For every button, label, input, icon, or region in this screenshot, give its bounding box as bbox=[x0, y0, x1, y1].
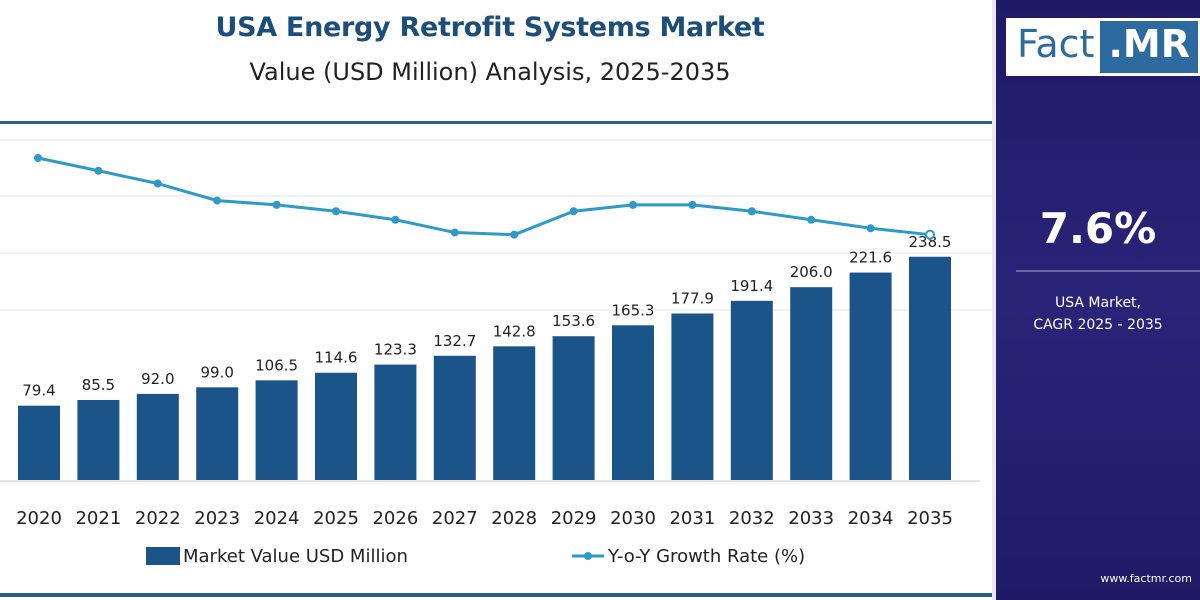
legend-line-label: Y-o-Y Growth Rate (%) bbox=[607, 546, 805, 567]
growth-rate-point bbox=[213, 196, 222, 205]
bar-value-label: 206.0 bbox=[790, 263, 833, 281]
bottom-border bbox=[0, 593, 992, 597]
legend-bar-swatch bbox=[146, 547, 180, 565]
x-tick-label: 2020 bbox=[16, 508, 62, 529]
x-tick-label: 2030 bbox=[610, 508, 656, 529]
x-tick-label: 2033 bbox=[788, 508, 834, 529]
x-tick-label: 2029 bbox=[551, 508, 597, 529]
x-tick-label: 2031 bbox=[669, 508, 715, 529]
x-tick-label: 2032 bbox=[729, 508, 775, 529]
cagr-label-line1: USA Market, bbox=[1055, 295, 1141, 311]
bar bbox=[790, 287, 833, 480]
website-url: www.factmr.com bbox=[1100, 572, 1192, 585]
bar bbox=[849, 272, 892, 480]
bar bbox=[77, 399, 120, 480]
bar-value-label: 106.5 bbox=[255, 356, 298, 374]
bar bbox=[909, 256, 951, 480]
bar bbox=[552, 336, 595, 480]
growth-rate-point bbox=[569, 207, 578, 216]
growth-rate-point bbox=[272, 200, 281, 209]
growth-rate-point bbox=[807, 215, 816, 224]
x-tick-label: 2027 bbox=[432, 508, 478, 529]
bar bbox=[136, 393, 179, 480]
growth-rate-point bbox=[153, 179, 162, 188]
growth-rate-point bbox=[688, 200, 697, 209]
legend-bar-label: Market Value USD Million bbox=[183, 546, 408, 567]
bar-value-label: 132.7 bbox=[433, 332, 476, 350]
growth-rate-point bbox=[747, 207, 756, 216]
x-tick-label: 2021 bbox=[75, 508, 121, 529]
x-tick-label: 2025 bbox=[313, 508, 359, 529]
x-tick-label: 2023 bbox=[194, 508, 240, 529]
bar-value-label: 221.6 bbox=[849, 249, 892, 267]
logo-text-fact: Fact bbox=[1009, 21, 1101, 73]
bar bbox=[671, 313, 714, 480]
chart-title: USA Energy Retrofit Systems Market bbox=[215, 12, 765, 43]
growth-rate-point bbox=[34, 154, 42, 162]
header-divider bbox=[0, 121, 992, 124]
bar bbox=[433, 355, 476, 480]
x-tick-label: 2026 bbox=[372, 508, 418, 529]
growth-rate-point bbox=[391, 215, 400, 224]
bar bbox=[196, 387, 239, 480]
bar-value-label: 85.5 bbox=[82, 376, 115, 394]
x-tick-label: 2024 bbox=[254, 508, 300, 529]
bar-value-label: 123.3 bbox=[374, 341, 417, 359]
growth-rate-point bbox=[866, 224, 875, 233]
bar bbox=[255, 380, 298, 480]
bar-value-label: 79.4 bbox=[22, 382, 55, 400]
x-tick-label: 2022 bbox=[135, 508, 181, 529]
bar-value-label: 114.6 bbox=[315, 349, 358, 367]
bar bbox=[18, 405, 60, 480]
bar-value-label: 177.9 bbox=[671, 289, 714, 307]
bar-value-label: 142.8 bbox=[493, 322, 536, 340]
growth-rate-point bbox=[925, 229, 935, 240]
growth-rate-point bbox=[332, 207, 340, 216]
growth-rate-point bbox=[450, 228, 459, 237]
bar-value-label: 92.0 bbox=[141, 370, 174, 388]
bar bbox=[612, 325, 654, 480]
growth-rate-point bbox=[629, 200, 637, 209]
bar-value-label: 165.3 bbox=[612, 301, 655, 319]
growth-rate-point bbox=[510, 230, 519, 239]
bar bbox=[730, 300, 773, 480]
bar-value-label: 153.6 bbox=[552, 312, 595, 330]
bar-value-label: 99.0 bbox=[200, 363, 233, 381]
cagr-panel: Fact .MR 7.6% USA Market, CAGR 2025 - 20… bbox=[992, 0, 1200, 600]
legend-line-marker bbox=[584, 552, 592, 560]
growth-rate-point bbox=[94, 166, 103, 175]
growth-rate-line bbox=[37, 156, 931, 237]
x-tick-label: 2028 bbox=[491, 508, 537, 529]
factmr-logo: Fact .MR bbox=[1006, 18, 1200, 76]
chart-area: USA Energy Retrofit Systems Market Value… bbox=[0, 12, 992, 597]
chart-subtitle: Value (USD Million) Analysis, 2025-2035 bbox=[249, 58, 731, 86]
chart-canvas: 79.4 2020 85.5 2021 92.0 2022 99.0 2023 106.5 202… bbox=[0, 139, 992, 567]
cagr-label-line2: CAGR 2025 - 2035 bbox=[1033, 317, 1163, 333]
cagr-label: USA Market, CAGR 2025 - 2035 bbox=[996, 292, 1200, 336]
bar-value-label: 191.4 bbox=[730, 277, 773, 295]
bar bbox=[493, 346, 536, 480]
bar-value-label: 238.5 bbox=[909, 233, 952, 251]
x-tick-label: 2034 bbox=[848, 508, 894, 529]
cagr-value: 7.6% bbox=[1039, 204, 1157, 253]
bar bbox=[374, 364, 417, 480]
panel-divider bbox=[1016, 270, 1200, 272]
bar bbox=[315, 372, 357, 480]
logo-text-mr: .MR bbox=[1100, 21, 1198, 73]
x-tick-label: 2035 bbox=[907, 508, 953, 529]
